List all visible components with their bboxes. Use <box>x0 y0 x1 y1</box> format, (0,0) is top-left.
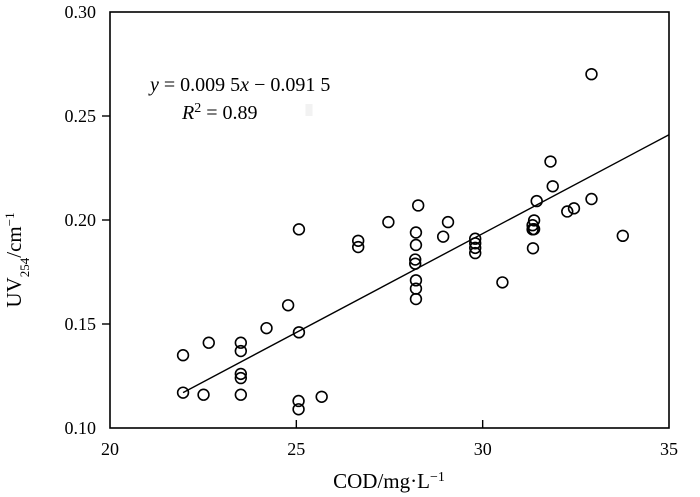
svg-text:R2 = 0.89: R2 = 0.89 <box>181 101 258 125</box>
svg-text:25: 25 <box>287 439 305 459</box>
svg-text:COD/mg·L−1: COD/mg·L−1 <box>333 469 445 493</box>
svg-text:30: 30 <box>474 439 492 459</box>
svg-text:y = 0.009 5x − 0.091 5: y = 0.009 5x − 0.091 5 <box>148 74 330 96</box>
svg-text:0.15: 0.15 <box>65 314 97 334</box>
svg-text:20: 20 <box>101 439 119 459</box>
svg-text:0.20: 0.20 <box>65 210 97 230</box>
svg-text:0.10: 0.10 <box>65 418 97 438</box>
svg-text:35: 35 <box>660 439 678 459</box>
svg-text:0.25: 0.25 <box>65 106 97 126</box>
svg-text:UV254/cm−1: UV254/cm−1 <box>2 212 32 307</box>
svg-text:0.30: 0.30 <box>65 2 97 22</box>
